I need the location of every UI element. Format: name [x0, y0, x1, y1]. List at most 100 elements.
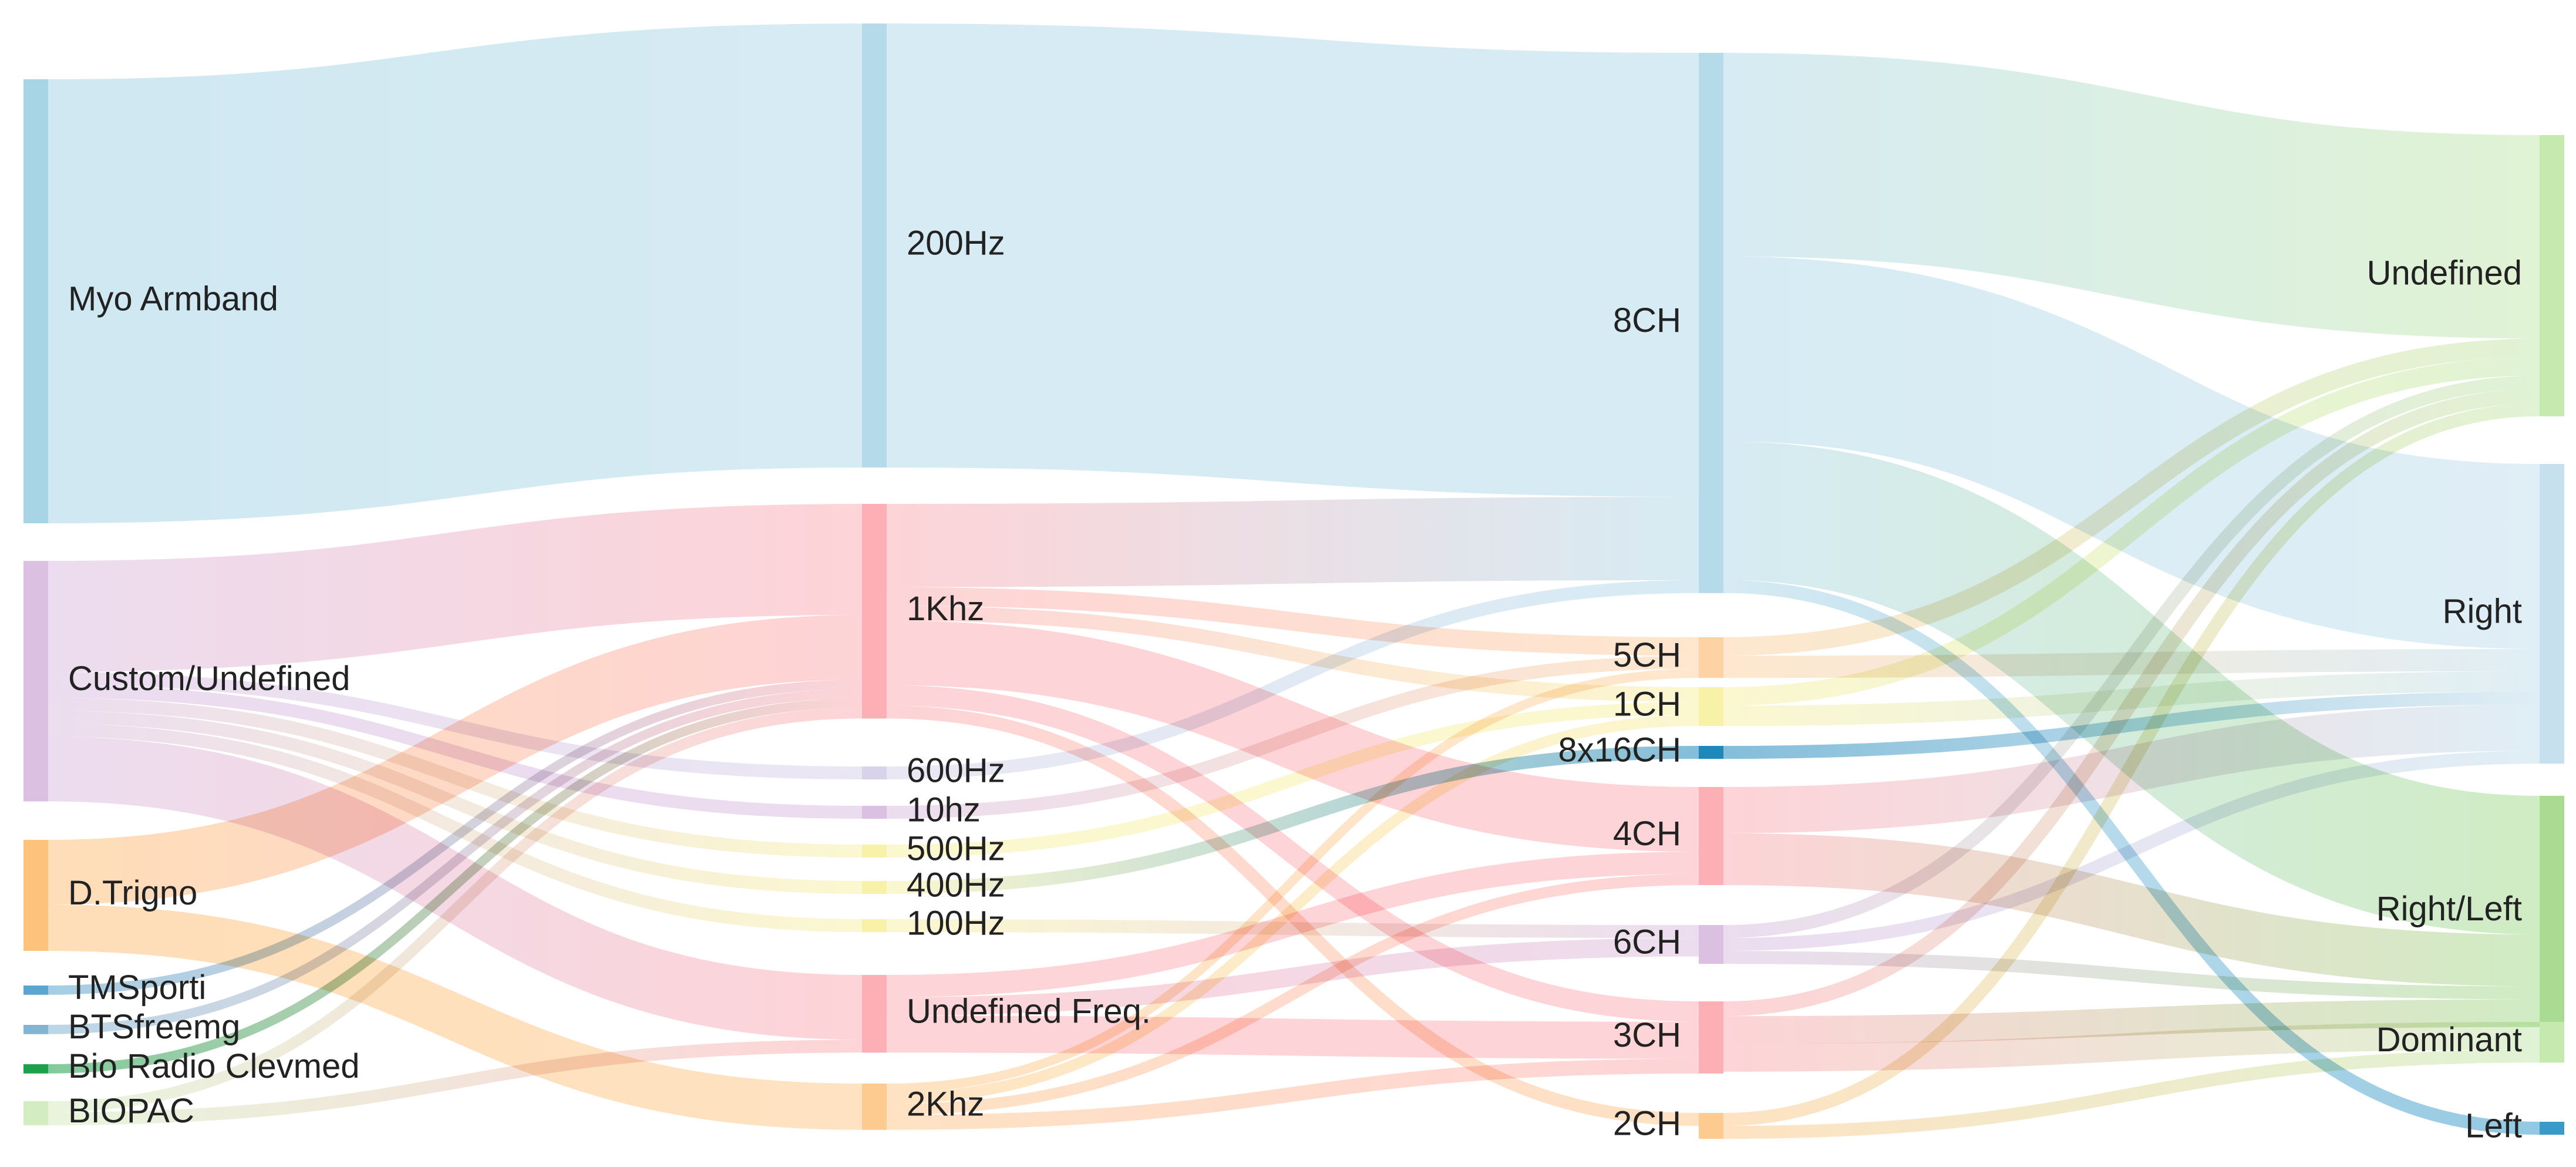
node-btsf[interactable]: [23, 1025, 48, 1034]
node-f400[interactable]: [862, 881, 887, 894]
node-label-left: Left: [2465, 1107, 2522, 1145]
node-rl[interactable]: [2540, 796, 2564, 1027]
link-c6-to-undef[interactable]: [1723, 375, 2540, 939]
link-biopac-to-fund[interactable]: [48, 1040, 863, 1125]
link-c4-to-rl[interactable]: [1723, 833, 2540, 987]
node-label-bioradio: Bio Radio Clevmed: [68, 1047, 359, 1085]
link-c3-to-undef[interactable]: [1723, 388, 2540, 1017]
link-fund-to-c6[interactable]: [886, 938, 1699, 1016]
node-label-trigno: D.Trigno: [68, 874, 197, 912]
link-tmsporti-to-f1k[interactable]: [48, 680, 863, 995]
node-f100[interactable]: [862, 919, 887, 933]
node-label-f200: 200Hz: [907, 224, 1005, 262]
link-c8-to-right[interactable]: [1723, 256, 2540, 649]
link-f2k-to-c4[interactable]: [886, 874, 1699, 1115]
node-f10[interactable]: [862, 806, 887, 819]
node-label-c5: 5CH: [1613, 636, 1681, 674]
link-c1-to-undef[interactable]: [1723, 357, 2540, 706]
node-left[interactable]: [2540, 1122, 2564, 1135]
node-biopac[interactable]: [23, 1101, 48, 1125]
link-custom-to-f400[interactable]: [48, 711, 863, 894]
node-label-c2: 2CH: [1613, 1104, 1681, 1142]
link-f400-to-c816[interactable]: [886, 746, 1699, 894]
link-biopac-to-f1k[interactable]: [48, 707, 863, 1112]
node-label-c816: 8x16CH: [1558, 731, 1681, 769]
link-c8-to-rl[interactable]: [1723, 441, 2540, 935]
link-f2k-to-c5[interactable]: [886, 668, 1699, 1093]
link-custom-to-f1k[interactable]: [48, 504, 863, 672]
node-f200[interactable]: [862, 23, 887, 468]
link-c8-to-undef[interactable]: [1723, 53, 2540, 339]
node-label-c6: 6CH: [1613, 923, 1681, 961]
link-btsf-to-f1k[interactable]: [48, 689, 863, 1034]
node-label-f600: 600Hz: [907, 751, 1005, 789]
link-bioradio-to-f1k[interactable]: [48, 698, 863, 1074]
node-c5[interactable]: [1699, 637, 1723, 678]
node-f1k[interactable]: [862, 504, 887, 719]
link-c816-to-right[interactable]: [1723, 691, 2540, 759]
link-myo-to-f200[interactable]: [48, 23, 863, 523]
link-fund-to-c3[interactable]: [886, 1015, 1699, 1059]
link-c6-to-right[interactable]: [1723, 751, 2540, 951]
node-c3[interactable]: [1699, 1001, 1723, 1074]
node-c2[interactable]: [1699, 1113, 1723, 1139]
link-f1k-to-c5[interactable]: [886, 587, 1699, 656]
link-f500-to-c1[interactable]: [886, 702, 1699, 858]
link-trigno-to-f1k[interactable]: [48, 615, 863, 905]
node-right[interactable]: [2540, 464, 2564, 764]
node-c1[interactable]: [1699, 687, 1723, 727]
node-dominant[interactable]: [2540, 1022, 2564, 1063]
link-c6-to-rl[interactable]: [1723, 951, 2540, 1000]
link-c5-to-undef[interactable]: [1723, 338, 2540, 656]
node-c4[interactable]: [1699, 787, 1723, 885]
node-f600[interactable]: [862, 766, 887, 780]
link-trigno-to-f2k[interactable]: [48, 904, 863, 1130]
node-undef[interactable]: [2540, 135, 2564, 416]
node-fund[interactable]: [862, 975, 887, 1053]
node-label-f1k: 1Khz: [907, 590, 984, 628]
node-myo[interactable]: [23, 79, 48, 523]
sankey-labels: Myo Armband Custom/Undefined D.Trigno TMSpo…: [68, 224, 2522, 1145]
node-f500[interactable]: [862, 845, 887, 858]
node-f2k[interactable]: [862, 1084, 887, 1130]
node-label-c4: 4CH: [1613, 815, 1681, 853]
node-label-btsf: BTSfreemg: [68, 1008, 240, 1046]
node-c816[interactable]: [1699, 746, 1723, 759]
node-label-c3: 3CH: [1613, 1016, 1681, 1054]
link-fund-to-c4[interactable]: [886, 852, 1699, 997]
node-label-myo: Myo Armband: [68, 280, 278, 318]
link-f1k-to-c3[interactable]: [886, 685, 1699, 1022]
sankey-nodes: [23, 23, 2564, 1139]
node-trigno[interactable]: [23, 840, 48, 951]
node-custom[interactable]: [23, 561, 48, 802]
node-label-c8: 8CH: [1613, 301, 1681, 339]
node-c8[interactable]: [1699, 53, 1723, 593]
link-c3-to-rl[interactable]: [1723, 999, 2540, 1044]
node-label-tmsporti: TMSporti: [68, 968, 206, 1007]
link-custom-to-f100[interactable]: [48, 724, 863, 933]
node-label-c1: 1CH: [1613, 685, 1681, 723]
node-label-rl: Right/Left: [2376, 890, 2522, 928]
node-label-f400: 400Hz: [907, 866, 1005, 904]
node-label-f100: 100Hz: [907, 904, 1005, 942]
link-c2-to-undef[interactable]: [1723, 403, 2540, 1126]
link-f200-to-c8[interactable]: [886, 23, 1699, 497]
link-f2k-to-c1[interactable]: [886, 715, 1699, 1104]
link-c3-to-dominant[interactable]: [1723, 1022, 2540, 1072]
node-label-f10: 10hz: [907, 791, 981, 829]
link-f1k-to-c8[interactable]: [886, 497, 1699, 587]
link-f2k-to-c3[interactable]: [886, 1058, 1699, 1130]
node-bioradio[interactable]: [23, 1064, 48, 1074]
node-label-f2k: 2Khz: [907, 1085, 984, 1124]
sankey-links: [48, 23, 2540, 1139]
link-c2-to-dominant[interactable]: [1723, 1050, 2540, 1139]
node-label-undef: Undefined: [2367, 254, 2522, 292]
node-label-f500: 500Hz: [907, 829, 1005, 867]
link-f10-to-c5[interactable]: [886, 655, 1699, 819]
link-f600-to-c8[interactable]: [886, 580, 1699, 780]
node-label-custom: Custom/Undefined: [68, 660, 350, 698]
link-f1k-to-c1[interactable]: [886, 606, 1699, 702]
node-c6[interactable]: [1699, 925, 1723, 964]
node-tmsporti[interactable]: [23, 986, 48, 995]
